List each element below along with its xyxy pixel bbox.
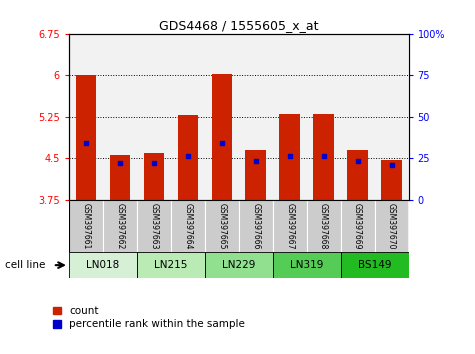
- Bar: [171, 34, 205, 200]
- Bar: [178, 115, 198, 200]
- Bar: [238, 34, 273, 200]
- Bar: [137, 252, 205, 278]
- Bar: [238, 200, 273, 253]
- Bar: [137, 200, 171, 253]
- Text: GSM397665: GSM397665: [217, 202, 226, 249]
- Bar: [341, 252, 408, 278]
- Bar: [341, 34, 374, 200]
- Text: GSM397668: GSM397668: [319, 202, 328, 249]
- Bar: [307, 34, 341, 200]
- Bar: [110, 155, 130, 200]
- Text: GSM397669: GSM397669: [353, 202, 362, 249]
- Text: GSM397662: GSM397662: [115, 202, 124, 249]
- Bar: [137, 34, 171, 200]
- Bar: [69, 252, 137, 278]
- Text: LN319: LN319: [290, 260, 323, 270]
- Bar: [314, 114, 334, 200]
- Bar: [347, 150, 368, 200]
- Bar: [205, 252, 273, 278]
- Bar: [69, 34, 103, 200]
- Bar: [381, 160, 402, 200]
- Text: GSM397661: GSM397661: [81, 202, 90, 249]
- Bar: [143, 153, 164, 200]
- Bar: [374, 34, 408, 200]
- Text: GSM397664: GSM397664: [183, 202, 192, 249]
- Bar: [273, 34, 306, 200]
- Text: GSM397667: GSM397667: [285, 202, 294, 249]
- Bar: [273, 200, 306, 253]
- Text: LN229: LN229: [222, 260, 256, 270]
- Bar: [273, 252, 341, 278]
- Title: GDS4468 / 1555605_x_at: GDS4468 / 1555605_x_at: [159, 19, 318, 33]
- Bar: [76, 75, 96, 200]
- Text: LN215: LN215: [154, 260, 188, 270]
- Bar: [103, 34, 137, 200]
- Bar: [69, 200, 103, 253]
- Text: cell line: cell line: [5, 260, 45, 270]
- Text: GSM397670: GSM397670: [387, 202, 396, 249]
- Bar: [171, 200, 205, 253]
- Text: LN018: LN018: [86, 260, 120, 270]
- Bar: [279, 114, 300, 200]
- Bar: [211, 74, 232, 200]
- Text: BS149: BS149: [358, 260, 391, 270]
- Bar: [205, 200, 238, 253]
- Legend: count, percentile rank within the sample: count, percentile rank within the sample: [53, 306, 245, 329]
- Bar: [307, 200, 341, 253]
- Bar: [341, 200, 374, 253]
- Bar: [374, 200, 408, 253]
- Text: GSM397666: GSM397666: [251, 202, 260, 249]
- Text: GSM397663: GSM397663: [149, 202, 158, 249]
- Bar: [103, 200, 137, 253]
- Bar: [205, 34, 238, 200]
- Bar: [246, 150, 266, 200]
